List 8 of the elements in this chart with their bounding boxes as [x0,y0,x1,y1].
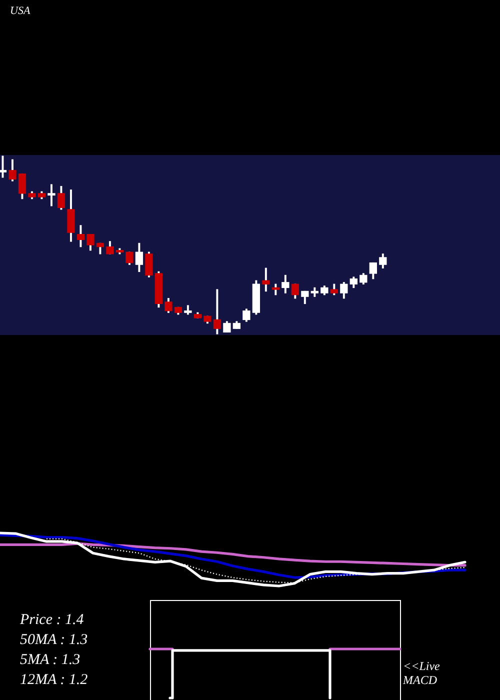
text: 12MA : 1.2 [20,671,88,689]
candlestick [0,156,7,178]
text: 5MA : 1.3 [20,651,80,669]
text: <<Live MACD [402,659,441,687]
text: Price : 1.4 [20,611,84,629]
text: 50MA : 1.3 [20,631,88,649]
candlestick [48,184,56,206]
chart-title: USA [10,5,30,18]
